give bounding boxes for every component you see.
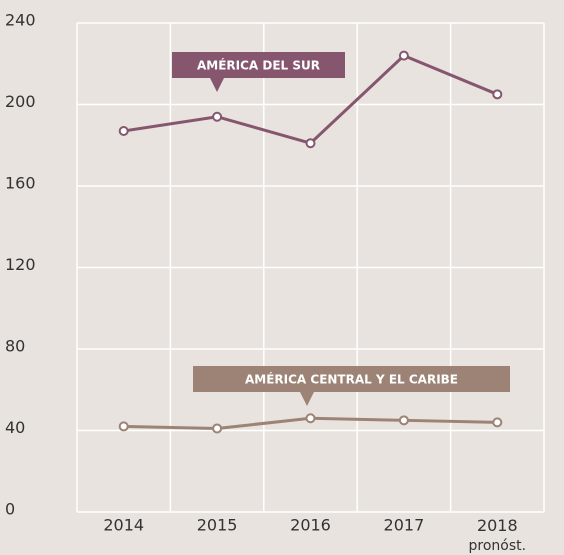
- y-tick-label: 200: [5, 92, 36, 111]
- x-tick-label: 2014: [103, 516, 144, 535]
- legend-pointer: [300, 392, 314, 406]
- data-point: [398, 50, 409, 61]
- data-point: [212, 111, 223, 122]
- y-tick-label: 0: [5, 500, 15, 519]
- legend-label: AMÉRICA DEL SUR: [197, 58, 320, 73]
- data-point: [118, 125, 129, 136]
- legend-label: AMÉRICA CENTRAL Y EL CARIBE: [245, 372, 458, 387]
- x-tick-label: 2017: [384, 516, 425, 535]
- legend-box: [172, 52, 345, 78]
- y-tick-label: 160: [5, 174, 36, 193]
- y-tick-label: 80: [5, 337, 25, 356]
- y-tick-label: 240: [5, 11, 36, 30]
- data-point: [118, 421, 129, 432]
- legend-pointer: [210, 78, 224, 92]
- y-tick-label: 120: [5, 255, 36, 274]
- data-point: [305, 413, 316, 424]
- legend-box: [193, 366, 510, 392]
- data-point: [305, 138, 316, 149]
- data-point: [492, 417, 503, 428]
- y-tick-label: 40: [5, 418, 25, 437]
- x-tick-label: 2016: [290, 516, 331, 535]
- x-tick-label: 2015: [197, 516, 238, 535]
- data-point: [492, 89, 503, 100]
- data-point: [398, 415, 409, 426]
- data-point: [212, 423, 223, 434]
- x-tick-label: 2018 pronóst.: [469, 516, 527, 555]
